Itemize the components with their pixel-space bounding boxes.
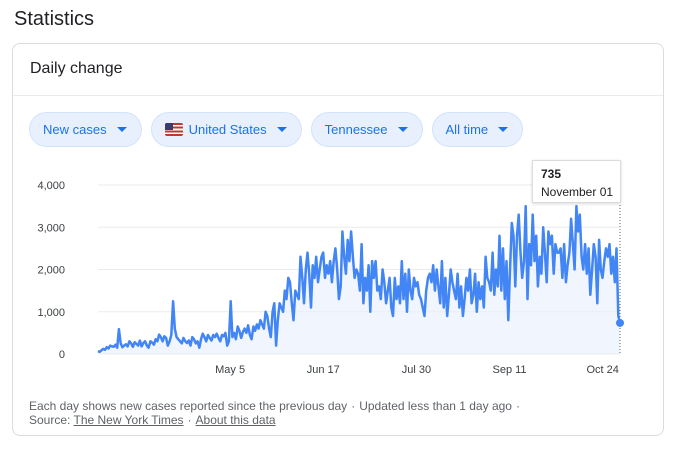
y-tick-label: 4,000 [37, 180, 65, 192]
chart-footer: Each day shows new cases reported since … [29, 399, 520, 427]
y-tick-label: 1,000 [37, 307, 65, 319]
x-tick-label: Jul 30 [402, 364, 431, 376]
footer-note: Each day shows new cases reported since … [29, 399, 348, 413]
filter-chip-timerange-label: All time [445, 122, 489, 137]
footer-updated: Updated less than 1 day ago [359, 399, 512, 413]
filter-chip-country-label: United States [188, 122, 267, 137]
series-area [98, 206, 620, 354]
footer-source-label: Source: [29, 413, 71, 427]
source-link[interactable]: The New York Times [73, 413, 184, 427]
filter-chip-metric-label: New cases [43, 122, 107, 137]
statistics-card: Daily change New cases United States Ten… [12, 43, 664, 436]
highlight-point [616, 318, 624, 327]
filter-chip-region[interactable]: Tennessee [310, 112, 423, 147]
y-tick-label: 2,000 [37, 265, 65, 277]
tooltip-value: 735 [541, 167, 562, 181]
chevron-down-icon [116, 127, 127, 132]
x-tick-label: Oct 24 [586, 364, 618, 376]
chevron-down-icon [397, 127, 408, 132]
x-tick-label: Sep 11 [493, 364, 527, 376]
filter-chip-metric[interactable]: New cases [29, 112, 142, 147]
page-title: Statistics [14, 8, 95, 30]
y-tick-label: 3,000 [37, 222, 65, 234]
filter-chips: New cases United States Tennessee All ti… [29, 112, 524, 147]
card-title: Daily change [13, 44, 663, 96]
series-line [97, 204, 622, 354]
tooltip-date: November 01 [541, 185, 614, 199]
chevron-down-icon [276, 127, 287, 132]
about-data-link[interactable]: About this data [195, 413, 276, 427]
chart-tooltip: 735 November 01 [532, 160, 621, 203]
filter-chip-timerange[interactable]: All time [431, 112, 524, 147]
x-tick-label: Jun 17 [307, 364, 340, 376]
daily-change-chart[interactable]: 0 1,000 2,000 3,000 4,000 May 5 Jun 17 Jul 30 Se… [13, 44, 663, 394]
filter-chip-region-label: Tennessee [324, 122, 388, 137]
filter-chip-country[interactable]: United States [150, 112, 302, 147]
x-tick-label: May 5 [215, 364, 245, 376]
us-flag-icon [164, 123, 183, 136]
chevron-down-icon [498, 127, 509, 132]
y-tick-label: 0 [59, 349, 65, 361]
